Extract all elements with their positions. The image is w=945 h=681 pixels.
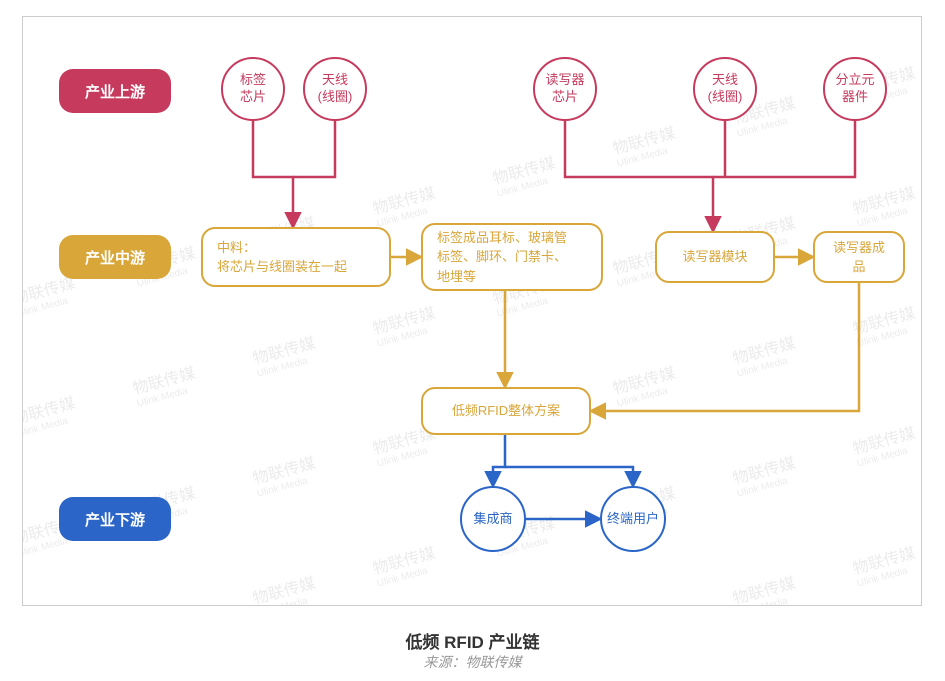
- discrete-comp: 分立元 器件: [823, 57, 887, 121]
- watermark: 物联传媒Ulink Media: [610, 359, 681, 409]
- tag-product: 标签成品耳标、玻璃管 标签、脚环、门禁卡、 地埋等: [421, 223, 603, 291]
- diagram-title: 低频 RFID 产业链: [0, 628, 945, 653]
- edge: [253, 121, 293, 227]
- end-user: 终端用户: [600, 486, 666, 552]
- watermark: 物联传媒Ulink Media: [730, 329, 801, 379]
- midstream-label: 产业中游: [59, 235, 171, 279]
- edge: [493, 435, 505, 486]
- lf-rfid-solution: 低频RFID整体方案: [421, 387, 591, 435]
- watermark: 物联传媒Ulink Media: [130, 359, 201, 409]
- watermark: 物联传媒Ulink Media: [850, 299, 921, 349]
- watermark: 物联传媒Ulink Media: [250, 329, 321, 379]
- frame: 物联传媒Ulink Media 物联传媒Ulink Media 物联传媒Ulink …: [0, 0, 945, 681]
- edge: [293, 121, 335, 177]
- watermark: 物联传媒Ulink Media: [850, 419, 921, 469]
- chart-box: 物联传媒Ulink Media 物联传媒Ulink Media 物联传媒Ulink …: [22, 16, 922, 606]
- reader-chip: 读写器 芯片: [533, 57, 597, 121]
- watermark: 物联传媒Ulink Media: [23, 389, 80, 439]
- watermark: 物联传媒Ulink Media: [610, 599, 681, 605]
- watermark: 物联传媒Ulink Media: [610, 119, 681, 169]
- watermark: 物联传媒Ulink Media: [730, 449, 801, 499]
- watermark: 物联传媒Ulink Media: [250, 569, 321, 605]
- edge: [505, 467, 633, 486]
- watermark: 物联传媒Ulink Media: [250, 449, 321, 499]
- inlay: 中料： 将芯片与线圈装在一起: [201, 227, 391, 287]
- watermark: 物联传媒Ulink Media: [850, 539, 921, 589]
- diagram-source: 来源：物联传媒: [0, 652, 945, 672]
- upstream-label: 产业上游: [59, 69, 171, 113]
- edge: [565, 121, 713, 231]
- antenna-2: 天线 (线圈): [693, 57, 757, 121]
- watermark: 物联传媒Ulink Media: [370, 179, 441, 229]
- watermark: 物联传媒Ulink Media: [370, 299, 441, 349]
- edge: [713, 121, 855, 177]
- tag-chip: 标签 芯片: [221, 57, 285, 121]
- watermark: 物联传媒Ulink Media: [370, 539, 441, 589]
- edge: [591, 283, 859, 411]
- watermark: 物联传媒Ulink Media: [850, 179, 921, 229]
- watermark: 物联传媒Ulink Media: [490, 149, 561, 199]
- antenna-1: 天线 (线圈): [303, 57, 367, 121]
- reader-product: 读写器成品: [813, 231, 905, 283]
- downstream-label: 产业下游: [59, 497, 171, 541]
- watermark: 物联传媒Ulink Media: [130, 599, 201, 605]
- watermark: 物联传媒Ulink Media: [730, 569, 801, 605]
- reader-module: 读写器模块: [655, 231, 775, 283]
- integrator: 集成商: [460, 486, 526, 552]
